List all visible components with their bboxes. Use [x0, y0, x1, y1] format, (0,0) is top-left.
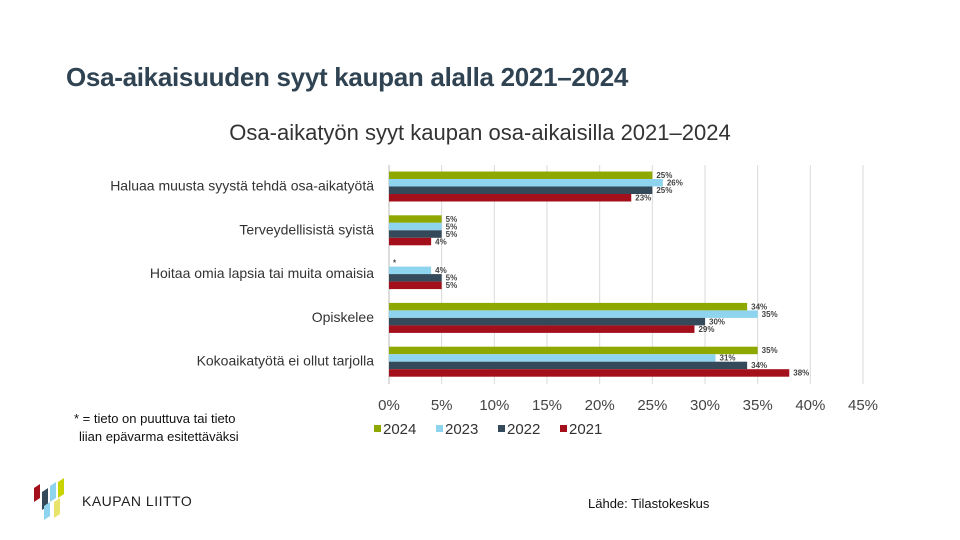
- x-tick-label: 10%: [479, 397, 509, 414]
- bar: [389, 354, 716, 362]
- bar: [389, 369, 790, 377]
- bar: [389, 179, 663, 187]
- x-tick-label: 45%: [848, 397, 878, 414]
- data-label: 35%: [762, 346, 778, 355]
- data-label: 34%: [751, 302, 767, 311]
- legend-swatch: [560, 425, 567, 432]
- data-label: 5%: [446, 230, 458, 239]
- bar: [389, 274, 442, 282]
- x-tick-label: 5%: [431, 397, 453, 414]
- footnote-line-1: * = tieto on puuttuva tai tieto: [74, 411, 236, 426]
- x-tick-label: 0%: [378, 397, 400, 414]
- data-label: 31%: [720, 354, 736, 363]
- data-label: 4%: [435, 266, 447, 275]
- data-label: 25%: [656, 171, 672, 180]
- bar: [389, 194, 632, 202]
- bar: [389, 237, 432, 246]
- bar: [389, 281, 442, 290]
- bar: [389, 171, 653, 179]
- legend-item: 2021: [569, 421, 602, 438]
- data-label: 23%: [635, 194, 651, 203]
- data-label: 30%: [709, 317, 725, 326]
- x-tick-label: 40%: [795, 397, 825, 414]
- bar: [389, 222, 442, 231]
- logo-text: KAUPAN LIITTO: [82, 493, 193, 509]
- data-label: 25%: [656, 186, 672, 195]
- data-label: 34%: [751, 361, 767, 370]
- category-label: Opiskelee: [312, 309, 374, 325]
- category-label: Kokoaikatyötä ei ollut tarjolla: [197, 353, 375, 369]
- data-label: 5%: [446, 274, 458, 283]
- bar: [389, 310, 758, 318]
- data-label: 4%: [435, 237, 447, 246]
- x-tick-label: 30%: [690, 397, 720, 414]
- data-label: 5%: [446, 215, 458, 224]
- logo-mark-icon: [34, 478, 64, 520]
- x-tick-label: 15%: [532, 397, 562, 414]
- bar: [389, 317, 705, 326]
- kaupan-liitto-logo: KAUPAN LIITTO: [30, 476, 192, 520]
- x-tick-label: 20%: [585, 397, 615, 414]
- data-label: 38%: [793, 369, 809, 378]
- footnote-line-2: liian epävarma esitettäväksi: [79, 429, 239, 444]
- bar: [389, 346, 758, 355]
- data-label: 5%: [446, 281, 458, 290]
- chart-title: Osa-aikatyön syyt kaupan osa-aikaisilla …: [229, 120, 731, 145]
- legend-swatch: [436, 425, 443, 432]
- data-label: 35%: [762, 310, 778, 319]
- bar: [389, 186, 653, 194]
- source-note: Lähde: Tilastokeskus: [588, 496, 710, 511]
- bar: [389, 266, 432, 275]
- data-label: *: [393, 259, 397, 268]
- x-tick-label: 25%: [637, 397, 667, 414]
- legend-swatch: [374, 425, 381, 432]
- category-label: Terveydellisistä syistä: [239, 221, 374, 237]
- legend-item: 2023: [445, 421, 478, 438]
- bar: [389, 325, 695, 333]
- category-label: Hoitaa omia lapsia tai muita omaisia: [150, 265, 374, 281]
- footnote: * = tieto on puuttuva tai tieto liian ep…: [74, 410, 239, 446]
- bar: [389, 215, 442, 223]
- data-label: 29%: [698, 325, 714, 334]
- category-label: Haluaa muusta syystä tehdä osa-aikatyötä: [110, 178, 374, 194]
- bar: [389, 230, 442, 238]
- legend-item: 2022: [507, 421, 540, 438]
- legend-swatch: [498, 425, 505, 432]
- slide-title: Osa-aikaisuuden syyt kaupan alalla 2021–…: [66, 62, 629, 92]
- data-label: 26%: [667, 179, 683, 188]
- x-tick-label: 35%: [743, 397, 773, 414]
- bar: [389, 361, 748, 370]
- data-label: 5%: [446, 222, 458, 231]
- legend-item: 2024: [383, 421, 416, 438]
- bar: [389, 302, 748, 311]
